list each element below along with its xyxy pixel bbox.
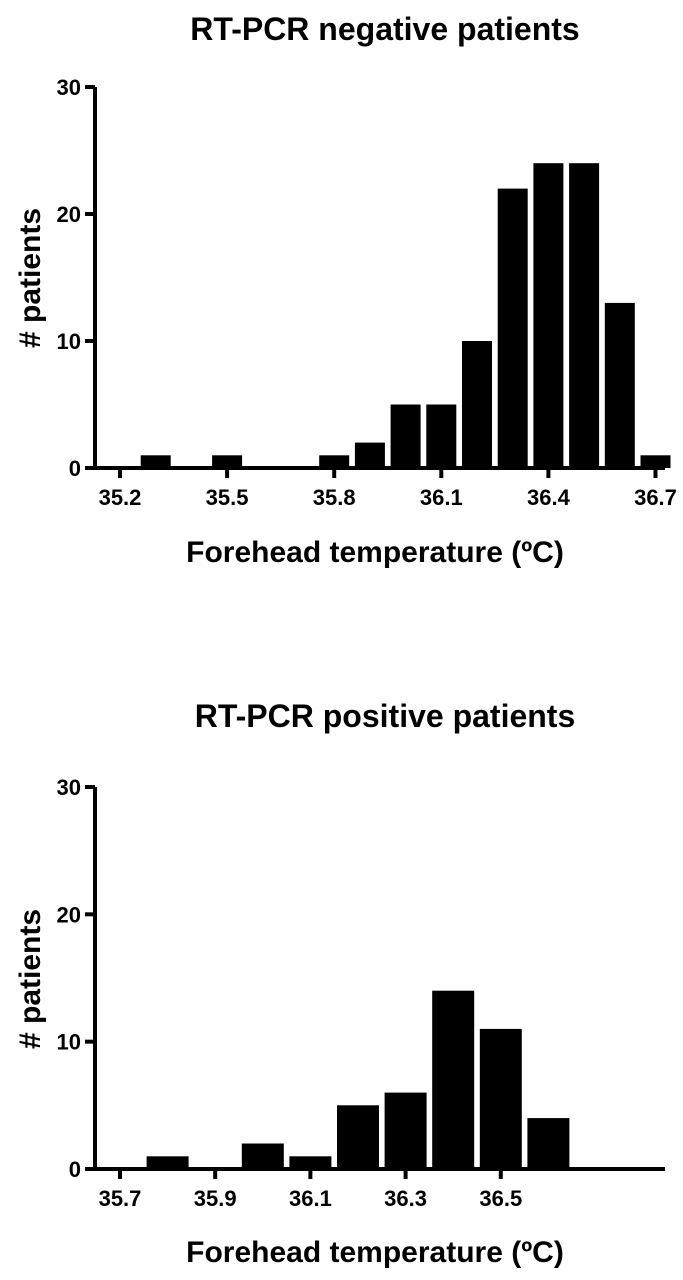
bar [337, 1105, 379, 1169]
bar [533, 163, 564, 468]
y-tick-label: 10 [57, 329, 81, 354]
x-axis-label: Forehead temperature (ºC) [186, 1236, 564, 1269]
x-ticks: 35.2 35.5 35.8 36.1 36.4 36.7 [99, 468, 677, 510]
y-tick-label: 30 [57, 75, 81, 100]
bar [319, 455, 350, 468]
bar [241, 1143, 284, 1169]
bar [390, 404, 421, 468]
bar [497, 188, 528, 468]
x-tick-label: 36.4 [527, 485, 571, 510]
x-tick-label: 36.1 [289, 1186, 332, 1211]
bar-group [140, 163, 671, 468]
y-tick-label: 30 [57, 775, 81, 800]
y-tick-label: 20 [57, 902, 81, 927]
bar [289, 1156, 332, 1169]
bar [384, 1092, 427, 1169]
y-tick-label: 10 [57, 1030, 81, 1055]
y-tick-label: 0 [69, 1157, 81, 1182]
bar [354, 442, 385, 468]
bar [604, 302, 635, 468]
y-ticks: 0 10 20 30 [57, 75, 95, 481]
x-tick-label: 35.2 [99, 485, 142, 510]
bar-group [146, 990, 570, 1169]
x-axis-label: Forehead temperature (ºC) [186, 536, 564, 569]
bar [479, 1028, 522, 1169]
chart-positive: RT-PCR positive patients # patients Fore… [14, 698, 665, 1269]
x-tick-label: 35.8 [313, 485, 356, 510]
y-tick-label: 0 [69, 456, 81, 481]
bar [527, 1118, 570, 1169]
x-tick-label: 36.5 [479, 1186, 522, 1211]
x-tick-label: 35.7 [99, 1186, 142, 1211]
x-tick-label: 36.3 [384, 1186, 427, 1211]
bar [146, 1156, 189, 1169]
chart-negative: RT-PCR negative patients # patients Fore… [14, 11, 677, 569]
x-tick-label: 36.1 [420, 485, 463, 510]
chart-title: RT-PCR negative patients [190, 11, 579, 47]
bar [212, 455, 243, 468]
y-axis-label: # patients [14, 909, 47, 1049]
x-tick-label: 35.5 [206, 485, 249, 510]
bar [140, 455, 171, 468]
chart-title: RT-PCR positive patients [195, 698, 576, 734]
bar [640, 455, 671, 468]
x-tick-label: 36.7 [634, 485, 677, 510]
bar [569, 163, 600, 468]
bar [426, 404, 457, 468]
y-ticks: 0 10 20 30 [57, 775, 95, 1182]
x-tick-label: 35.9 [194, 1186, 237, 1211]
bar [462, 341, 492, 468]
bar [432, 990, 475, 1169]
x-ticks: 35.7 35.9 36.1 36.3 36.5 [99, 1169, 522, 1211]
y-axis-label: # patients [14, 208, 47, 348]
y-tick-label: 20 [57, 202, 81, 227]
